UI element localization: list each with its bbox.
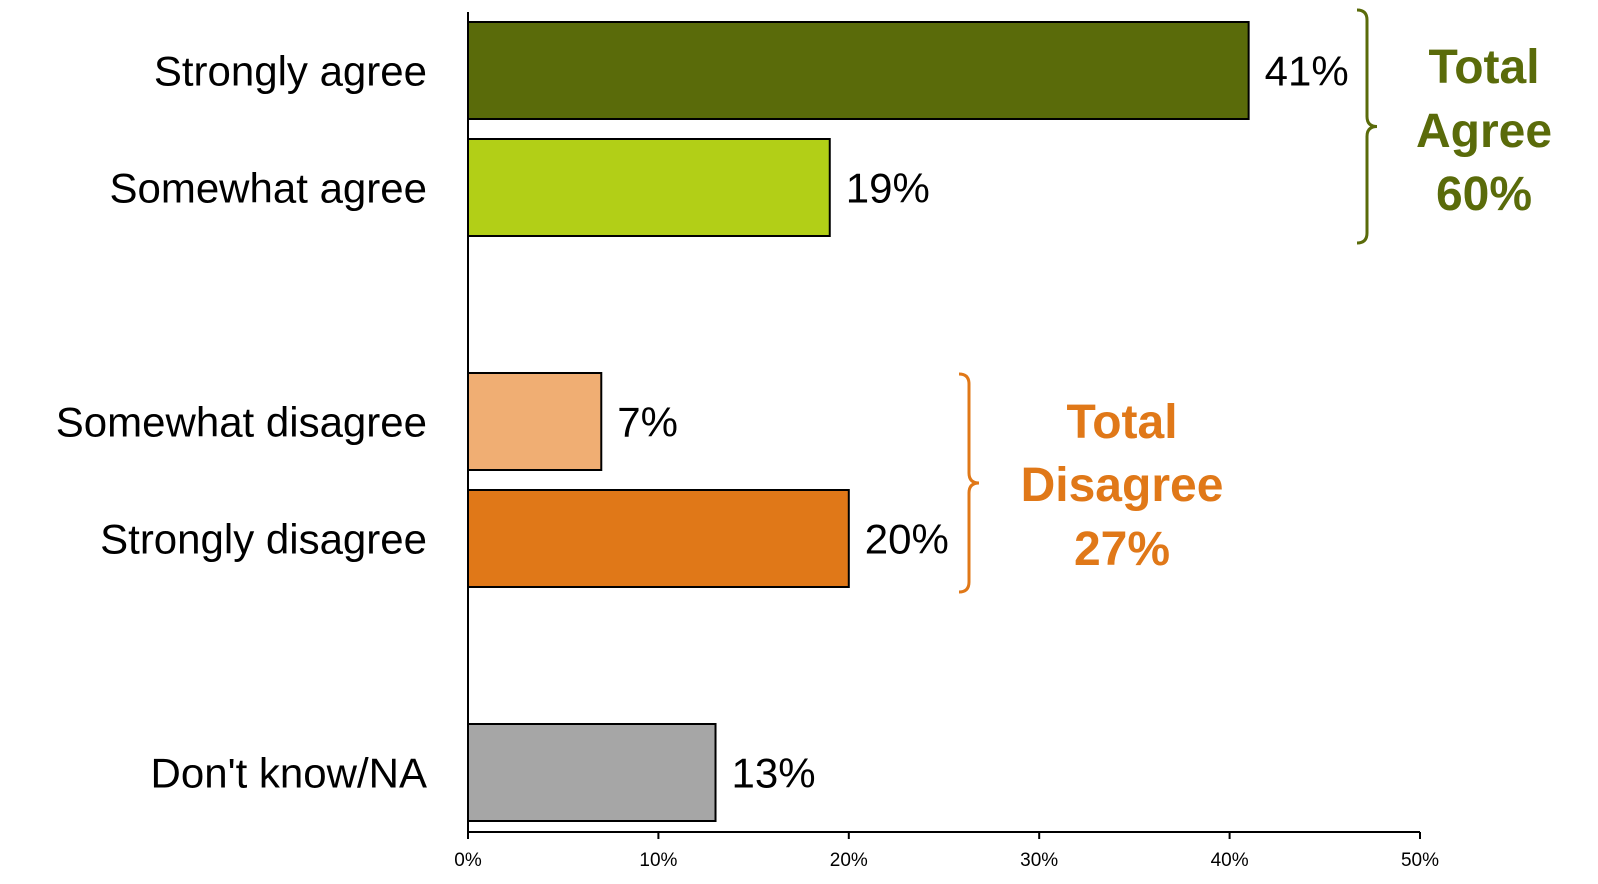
bar-strongly-disagree: [467, 489, 850, 588]
bar-somewhat-disagree: [467, 372, 603, 471]
bars-layer: [467, 21, 1250, 822]
x-tick-label: 50%: [1401, 850, 1439, 871]
total-disagree-bracket: [958, 372, 980, 594]
category-label-somewhat-agree: Somewhat agree: [109, 165, 427, 212]
total-agree-label-line: Total: [1428, 41, 1539, 94]
bar-don-t-know-na: [467, 723, 717, 822]
category-label-strongly-disagree: Strongly disagree: [100, 516, 427, 563]
value-label-somewhat-disagree: 7%: [617, 399, 678, 446]
total-disagree-label-line: Total: [1066, 396, 1177, 449]
total-agree-label-line: Agree: [1416, 105, 1552, 158]
bar-somewhat-agree: [467, 138, 831, 237]
x-tick-label: 20%: [830, 850, 868, 871]
x-tick-label: 30%: [1020, 850, 1058, 871]
total-disagree-label-line: Disagree: [1021, 459, 1224, 512]
x-tick-label: 40%: [1211, 850, 1249, 871]
group-brackets: Total Agree 60% Total Disagree 27%: [958, 8, 1552, 594]
category-label-somewhat-disagree: Somewhat disagree: [56, 399, 427, 446]
category-label-don-t-know-na: Don't know/NA: [151, 750, 427, 797]
value-label-strongly-disagree: 20%: [865, 516, 949, 563]
value-label-somewhat-agree: 19%: [846, 165, 930, 212]
value-label-don-t-know-na: 13%: [732, 750, 816, 797]
value-label-strongly-agree: 41%: [1265, 48, 1349, 95]
total-agree-label-line: 60%: [1436, 168, 1532, 221]
value-labels: 41% 19% 7% 20% 13%: [617, 48, 1348, 797]
bar-strongly-agree: [467, 21, 1250, 120]
x-tick-label: 10%: [639, 850, 677, 871]
category-labels: Strongly agree Somewhat agree Somewhat dis…: [56, 48, 427, 797]
x-axis: 0% 10% 20% 30% 40% 50%: [454, 12, 1439, 871]
total-disagree-label-line: 27%: [1074, 523, 1170, 576]
total-agree-bracket: [1356, 8, 1378, 245]
x-tick-label: 0%: [454, 850, 482, 871]
category-label-strongly-agree: Strongly agree: [154, 48, 427, 95]
